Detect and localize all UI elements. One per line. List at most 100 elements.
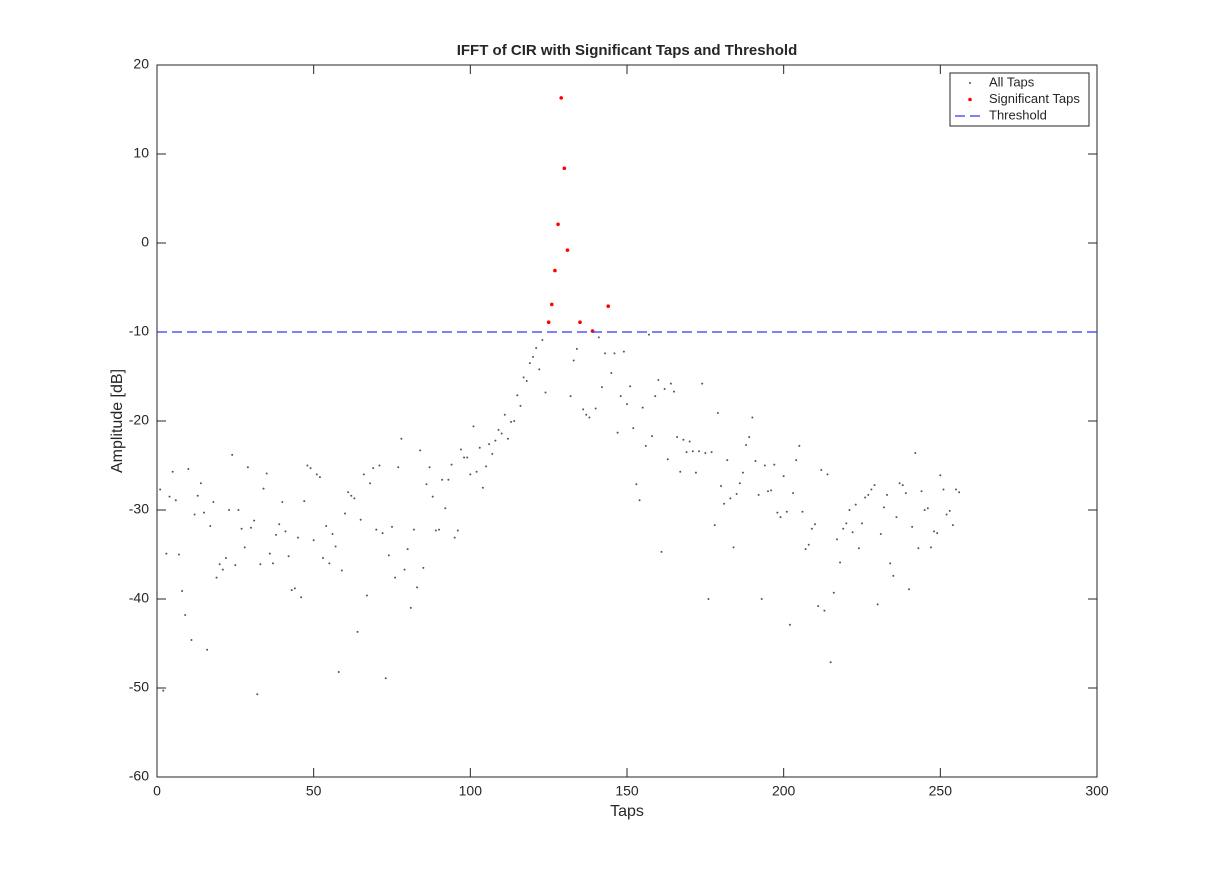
point	[729, 497, 732, 500]
point	[861, 522, 863, 525]
point	[419, 449, 422, 452]
point	[657, 379, 660, 382]
point	[438, 528, 440, 531]
point	[779, 516, 782, 519]
point	[472, 425, 475, 428]
point	[776, 511, 779, 514]
point	[845, 522, 848, 525]
point	[300, 596, 303, 599]
y-tick-label: -60	[129, 768, 149, 784]
point	[290, 589, 293, 592]
point	[738, 482, 741, 485]
point	[854, 503, 857, 506]
point	[654, 395, 657, 398]
point	[450, 463, 453, 466]
point	[879, 533, 882, 536]
point	[920, 490, 923, 493]
point	[669, 382, 672, 385]
point	[616, 431, 619, 434]
point	[663, 387, 666, 390]
point	[745, 444, 748, 447]
point	[559, 96, 563, 100]
point	[673, 390, 675, 393]
legend-label: All Taps	[989, 74, 1035, 89]
point	[556, 222, 560, 227]
point	[588, 416, 591, 419]
point	[892, 574, 895, 577]
point	[694, 471, 697, 474]
point	[622, 350, 625, 353]
point	[889, 562, 892, 565]
point	[735, 492, 738, 495]
point	[578, 320, 582, 325]
point	[463, 456, 466, 459]
x-tick-label: 0	[153, 783, 161, 799]
point	[864, 496, 867, 499]
point	[334, 545, 337, 548]
point	[162, 689, 165, 692]
point	[456, 529, 459, 532]
point	[159, 488, 162, 491]
point	[381, 532, 384, 535]
point	[174, 499, 177, 502]
point	[936, 532, 939, 535]
point	[231, 453, 234, 456]
point	[600, 386, 603, 389]
point	[565, 248, 570, 252]
point	[369, 482, 372, 485]
point	[585, 413, 588, 416]
point	[525, 379, 528, 382]
point	[810, 527, 813, 530]
point	[494, 439, 497, 442]
point	[485, 465, 487, 468]
point	[281, 500, 284, 503]
point	[469, 473, 472, 476]
point	[265, 472, 268, 475]
point	[701, 382, 704, 385]
point	[409, 606, 412, 609]
point	[562, 166, 567, 171]
y-tick-label: -40	[129, 590, 149, 606]
point	[459, 448, 462, 451]
point	[196, 494, 199, 497]
point	[416, 586, 419, 589]
point	[259, 563, 262, 566]
point	[610, 371, 613, 374]
point	[221, 568, 224, 571]
point	[751, 416, 754, 419]
point	[939, 474, 942, 477]
point	[914, 452, 917, 455]
point	[224, 557, 227, 560]
point	[541, 339, 544, 342]
point	[904, 492, 907, 495]
point	[572, 359, 575, 362]
point	[644, 444, 647, 447]
point	[882, 506, 885, 509]
point	[387, 554, 390, 557]
point	[262, 487, 265, 490]
point	[951, 524, 954, 527]
point	[250, 526, 252, 529]
point	[767, 490, 769, 493]
y-tick-label: -20	[129, 412, 149, 428]
point	[788, 623, 791, 626]
point	[522, 376, 525, 379]
point	[895, 516, 898, 519]
point	[177, 553, 180, 556]
point	[876, 603, 879, 606]
point	[168, 495, 171, 498]
point	[901, 484, 904, 487]
point	[851, 531, 854, 534]
point	[679, 470, 682, 473]
point	[306, 464, 309, 467]
point	[528, 362, 531, 365]
point	[412, 528, 415, 531]
point	[318, 476, 321, 479]
point	[546, 320, 551, 325]
point	[848, 509, 851, 511]
point	[425, 483, 428, 486]
point	[171, 470, 174, 473]
point	[535, 347, 538, 350]
point	[510, 420, 513, 423]
point	[606, 304, 610, 308]
